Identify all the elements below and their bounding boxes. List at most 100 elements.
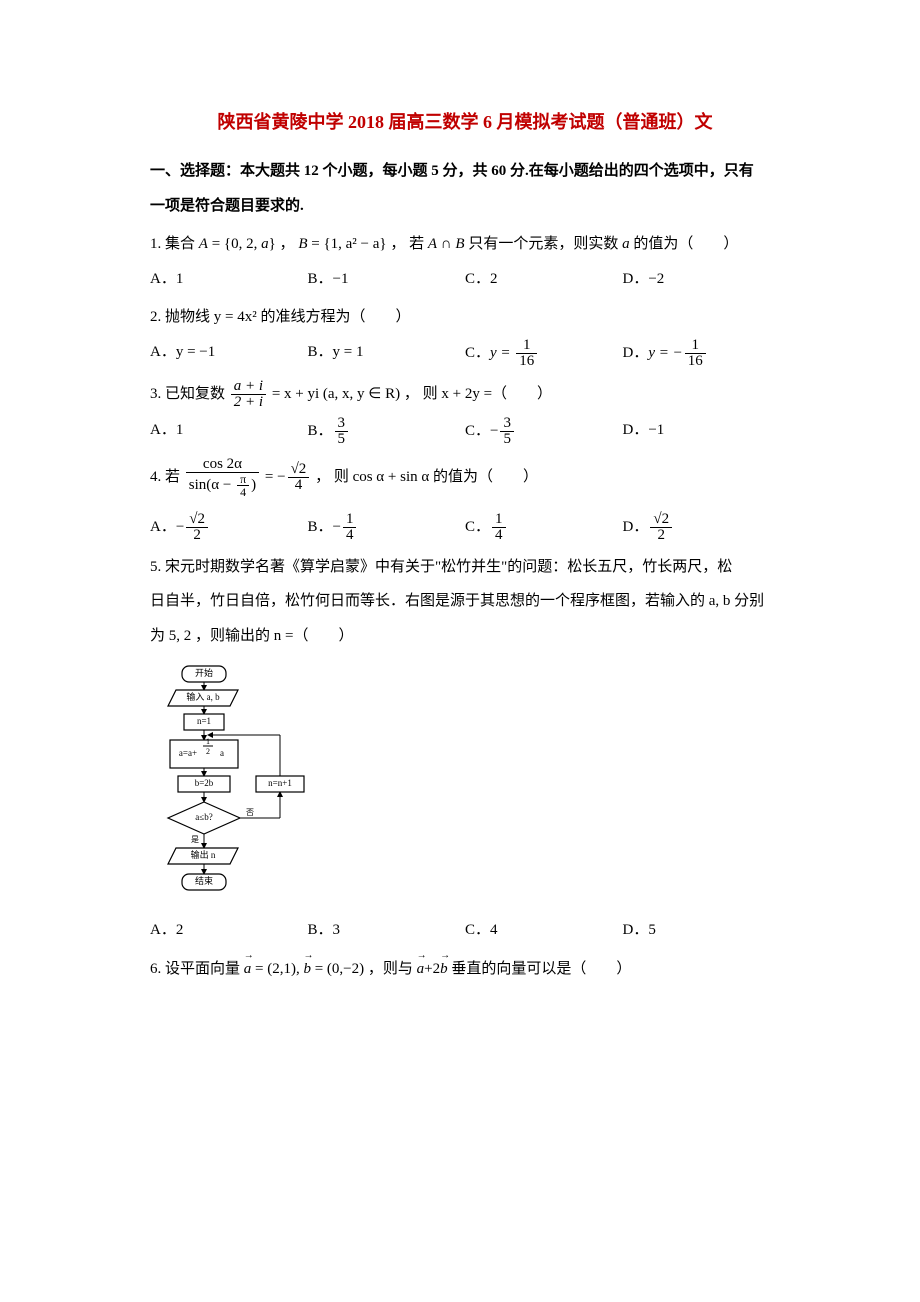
q4d-pre: D． bbox=[623, 519, 649, 535]
fc-cond: a≤b? bbox=[195, 812, 212, 822]
q4a-num: √2 bbox=[186, 512, 208, 528]
q1-Aopen: = {0, 2, bbox=[208, 236, 261, 252]
q4b-pre: B．− bbox=[308, 519, 341, 535]
q4c-frac: 14 bbox=[492, 512, 506, 543]
q3b-den: 5 bbox=[335, 432, 349, 447]
page-title: 陕西省黄陵中学 2018 届高三数学 6 月模拟考试题（普通班）文 bbox=[150, 105, 780, 139]
q6-vecA: a bbox=[244, 955, 252, 984]
q6-cplus: +2 bbox=[424, 961, 440, 977]
question-4: 4. 若 cos 2αsin(α − π4) = −√24 ， 则 cos α … bbox=[150, 457, 780, 498]
q3-num: a + i bbox=[231, 379, 266, 395]
q4-pi: π bbox=[237, 473, 249, 486]
q1-A: A bbox=[199, 236, 208, 252]
q2d-den: 16 bbox=[685, 354, 706, 369]
q2-optB: B．y = 1 bbox=[308, 338, 466, 369]
q4-rhs: √24 bbox=[288, 462, 310, 493]
fc-end: 结束 bbox=[195, 875, 213, 886]
q3b-frac: 35 bbox=[335, 416, 349, 447]
q5-options: A．2 B．3 C．4 D．5 bbox=[150, 916, 780, 945]
q2-optD-pre: D． bbox=[623, 345, 649, 361]
q6-brhs: = (0,−2) ，则与 bbox=[311, 961, 417, 977]
question-2: 2. 抛物线 y = 4x² 的准线方程为（ ） bbox=[150, 303, 780, 332]
fc-input: 输入 a, b bbox=[186, 691, 220, 702]
q6-arhs: = (2,1), bbox=[251, 961, 303, 977]
q5-optB: B．3 bbox=[308, 916, 466, 945]
q2-optD: D．y = −116 bbox=[623, 338, 781, 369]
fc-n1: n=1 bbox=[197, 716, 211, 726]
q2-optD-lhs: y = − bbox=[648, 345, 682, 361]
q3-den: 2 + i bbox=[231, 395, 266, 410]
q4-ldpost: ) bbox=[251, 477, 256, 493]
q6-vecB: b bbox=[303, 955, 311, 984]
q1-Brhs: = {1, a² − a} ， 若 bbox=[307, 236, 427, 252]
q6-pre: 6. 设平面向量 bbox=[150, 961, 244, 977]
fc-ae-den: 2 bbox=[206, 747, 210, 756]
fc-no: 否 bbox=[246, 808, 254, 817]
fc-yes: 是 bbox=[191, 835, 199, 844]
q4-rden: 4 bbox=[288, 478, 310, 493]
q1-condB: B bbox=[455, 236, 464, 252]
q3c-frac: 35 bbox=[500, 416, 514, 447]
q4-rnum: √2 bbox=[288, 462, 310, 478]
q4-4: 4 bbox=[237, 486, 249, 498]
q3-options: A．1 B．35 C．−35 D．−1 bbox=[150, 416, 780, 447]
q4c-den: 4 bbox=[492, 528, 506, 543]
q5-optD: D．5 bbox=[623, 916, 781, 945]
q2d-num: 1 bbox=[685, 338, 706, 354]
section-heading-line1: 一、选择题：本大题共 12 个小题，每小题 5 分，共 60 分.在每小题给出的… bbox=[150, 157, 780, 186]
question-1: 1. 集合 A = {0, 2, a} ， B = {1, a² − a} ， … bbox=[150, 230, 780, 259]
q2-optC-frac: 116 bbox=[516, 338, 537, 369]
q4a-frac: √22 bbox=[186, 512, 208, 543]
q1-Aclose: } ， bbox=[269, 236, 299, 252]
q4-lden: sin(α − π4) bbox=[186, 473, 259, 498]
fc-start: 开始 bbox=[195, 667, 213, 678]
q2-options: A．y = −1 B．y = 1 C．y = 116 D．y = −116 bbox=[150, 338, 780, 369]
q2-optA: A．y = −1 bbox=[150, 338, 308, 369]
q4a-pre: A．− bbox=[150, 519, 184, 535]
q1-tail: 只有一个元素，则实数 bbox=[465, 236, 623, 252]
q4b-num: 1 bbox=[343, 512, 357, 528]
question-5-l3: 为 5, 2 ，则输出的 n =（ ） bbox=[150, 622, 780, 651]
q6-tail: 垂直的向量可以是（ ） bbox=[448, 961, 632, 977]
q3c-pre: C．− bbox=[465, 423, 498, 439]
fc-ae-num: 1 bbox=[206, 737, 210, 746]
fc-ae-post: a bbox=[220, 748, 224, 758]
q4-ldp: sin(α − bbox=[189, 477, 235, 493]
q4-optB: B．−14 bbox=[308, 512, 466, 543]
q3-optC: C．−35 bbox=[465, 416, 623, 447]
q5-optC: C．4 bbox=[465, 916, 623, 945]
q6-cb: b bbox=[440, 955, 448, 984]
q1-condA: A bbox=[428, 236, 437, 252]
q3c-num: 3 bbox=[500, 416, 514, 432]
q4-optC: C．14 bbox=[465, 512, 623, 543]
flowchart: 开始 输入 a, b n=1 a=a+ 1 2 a b=2b a≤b? bbox=[150, 662, 780, 912]
q4-pi4: π4 bbox=[237, 473, 249, 498]
q4-eq: = − bbox=[261, 469, 285, 485]
q4-tail: ， 则 cos α + sin α 的值为（ ） bbox=[311, 469, 538, 485]
q2-optD-frac: 116 bbox=[685, 338, 706, 369]
fc-b2b: b=2b bbox=[195, 778, 214, 788]
q4-pre: 4. 若 bbox=[150, 469, 184, 485]
q1-a2: a bbox=[622, 236, 630, 252]
q2c-num: 1 bbox=[516, 338, 537, 354]
q4b-frac: 14 bbox=[343, 512, 357, 543]
q4c-num: 1 bbox=[492, 512, 506, 528]
q3b-pre: B． bbox=[308, 423, 333, 439]
flowchart-svg: 开始 输入 a, b n=1 a=a+ 1 2 a b=2b a≤b? bbox=[150, 662, 320, 912]
q4b-den: 4 bbox=[343, 528, 357, 543]
exam-page: 陕西省黄陵中学 2018 届高三数学 6 月模拟考试题（普通班）文 一、选择题：… bbox=[0, 0, 920, 1302]
q2-optC: C．y = 116 bbox=[465, 338, 623, 369]
q3c-den: 5 bbox=[500, 432, 514, 447]
q1-optA: A．1 bbox=[150, 265, 308, 294]
q4-optA: A．−√22 bbox=[150, 512, 308, 543]
q4-options: A．−√22 B．−14 C．14 D．√22 bbox=[150, 512, 780, 543]
q4-optD: D．√22 bbox=[623, 512, 781, 543]
q1-optD: D．−2 bbox=[623, 265, 781, 294]
q3-pre: 3. 已知复数 bbox=[150, 386, 229, 402]
q1-pre: 1. 集合 bbox=[150, 236, 199, 252]
fc-ae-pre: a=a+ bbox=[179, 748, 197, 758]
q3-optA: A．1 bbox=[150, 416, 308, 447]
q1-a: a bbox=[261, 236, 269, 252]
q3-mid: = x + yi (a, x, y ∈ R) ， 则 x + 2y =（ ） bbox=[268, 386, 552, 402]
q3-frac: a + i2 + i bbox=[231, 379, 266, 410]
